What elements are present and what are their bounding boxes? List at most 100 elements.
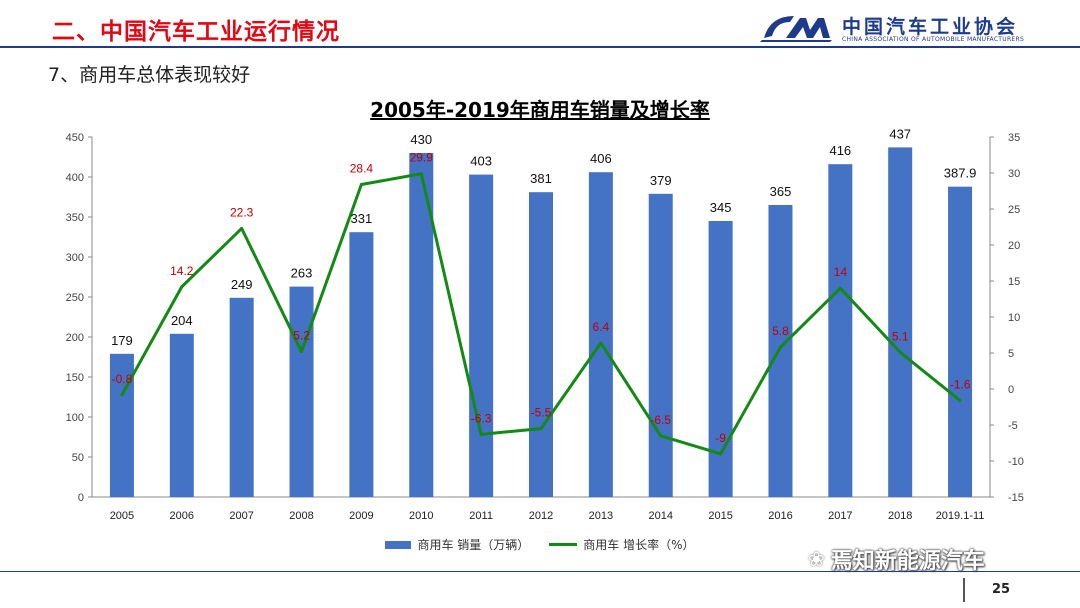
legend-item-growth: 商用车 增长率（%） (549, 536, 695, 553)
growth-rate-point (240, 226, 244, 230)
rate-data-label: -9 (715, 431, 726, 445)
rate-data-label: -6.3 (471, 411, 492, 425)
rate-data-label: 28.4 (350, 162, 374, 176)
rate-data-label: -1.6 (950, 378, 971, 392)
right-axis-tick-label: 10 (1008, 312, 1020, 324)
growth-rate-point (120, 393, 124, 397)
bar (888, 147, 913, 497)
bar-data-label: 249 (231, 277, 253, 292)
x-axis-tick-label: 2013 (589, 510, 613, 522)
bar (349, 232, 374, 497)
rate-data-label: 14 (834, 265, 848, 279)
x-axis-tick-label: 2018 (888, 510, 912, 522)
bar-data-label: 331 (351, 211, 373, 226)
footer-divider (0, 571, 1080, 572)
legend-label-sales: 商用车 销量（万辆） (417, 538, 530, 552)
x-axis-tick-label: 2019.1-11 (936, 510, 985, 522)
legend-swatch-bar (385, 540, 412, 549)
right-axis-tick-label: 5 (1008, 348, 1014, 360)
bar-data-label: 204 (171, 313, 193, 328)
x-axis-tick-label: 2007 (229, 510, 253, 522)
bar (708, 221, 733, 497)
x-axis-tick-label: 2009 (349, 510, 373, 522)
right-axis-tick-label: 20 (1008, 240, 1020, 252)
legend-swatch-line (549, 543, 578, 546)
x-axis-tick-label: 2006 (170, 510, 194, 522)
bar (768, 205, 793, 497)
left-axis-tick-label: 50 (72, 452, 84, 464)
bar-data-label: 263 (291, 266, 313, 281)
growth-rate-point (838, 286, 842, 290)
right-axis-tick-label: 25 (1008, 204, 1020, 216)
bar (169, 333, 194, 497)
rate-data-label: -0.8 (112, 372, 133, 386)
bar-data-label: 430 (410, 132, 432, 147)
right-axis-tick-label: 30 (1008, 168, 1020, 180)
x-axis-tick-label: 2005 (110, 510, 134, 522)
rate-data-label: 29.9 (410, 151, 434, 165)
section-title: 7、商用车总体表现较好 (48, 64, 251, 86)
right-axis-tick-label: -5 (1008, 420, 1018, 432)
bar-data-label: 365 (770, 184, 792, 199)
right-axis-tick-label: -10 (1008, 456, 1024, 468)
bar-data-label: 179 (111, 333, 133, 348)
bar-data-label: 437 (889, 126, 911, 141)
x-axis-tick-label: 2008 (289, 510, 313, 522)
bar (948, 186, 973, 497)
bar-data-label: 406 (590, 151, 612, 166)
growth-rate-point (898, 350, 902, 354)
rate-data-label: -6.5 (650, 413, 671, 427)
growth-rate-point (479, 432, 483, 436)
x-axis-tick-label: 2014 (648, 510, 672, 522)
watermark: ❀ 焉知新能源汽车 (808, 543, 985, 575)
bar (289, 286, 314, 497)
bar (588, 172, 613, 497)
rate-data-label: 5.1 (892, 329, 909, 343)
header-title: 二、中国汽车工业运行情况 (52, 19, 340, 45)
chart-legend: 商用车 销量（万辆） 商用车 增长率（%） (0, 536, 1080, 553)
right-axis-tick-label: 0 (1008, 384, 1014, 396)
x-axis-tick-label: 2017 (828, 510, 852, 522)
growth-rate-point (719, 452, 723, 456)
left-axis-tick-label: 100 (66, 412, 84, 424)
left-axis-tick-label: 400 (66, 172, 84, 184)
rate-data-label: 22.3 (230, 205, 254, 219)
rate-data-label: -5.5 (531, 406, 552, 420)
bar (648, 193, 673, 498)
right-axis-tick-label: 15 (1008, 276, 1020, 288)
growth-rate-point (778, 345, 782, 349)
logo-english-name: CHINA ASSOCIATION OF AUTOMOBILE MANUFACT… (842, 36, 1025, 43)
bar (529, 192, 553, 497)
x-axis-tick-label: 2011 (469, 510, 493, 522)
rate-data-label: 14.2 (170, 264, 194, 278)
rate-data-label: 5.2 (293, 329, 310, 343)
bar-data-label: 416 (829, 143, 851, 158)
header-divider (0, 46, 1080, 48)
watermark-text: 焉知新能源汽车 (830, 549, 985, 574)
left-axis-tick-label: 250 (66, 292, 84, 304)
growth-rate-point (180, 285, 184, 289)
x-axis-tick-label: 2016 (768, 510, 792, 522)
left-axis-tick-label: 0 (78, 492, 84, 504)
right-axis-tick-label: 35 (1008, 132, 1020, 144)
growth-rate-point (539, 427, 543, 431)
left-axis-tick-label: 300 (66, 252, 84, 264)
left-axis-tick-label: 350 (66, 212, 84, 224)
wechat-icon: ❀ (808, 547, 825, 571)
bar-data-label: 345 (710, 200, 732, 215)
growth-rate-point (599, 341, 603, 345)
bar-data-label: 387.9 (944, 166, 977, 181)
left-axis-tick-label: 150 (66, 372, 84, 384)
rate-data-label: 6.4 (593, 320, 610, 334)
growth-rate-point (359, 183, 363, 187)
legend-item-sales: 商用车 销量（万辆） (385, 536, 529, 553)
cam-logo-icon (760, 16, 832, 42)
growth-rate-point (300, 350, 304, 354)
x-axis-tick-label: 2012 (529, 510, 553, 522)
bar-data-label: 381 (530, 171, 552, 186)
logo-chinese-name: 中国汽车工业协会 (842, 16, 1019, 38)
x-axis-tick-label: 2015 (708, 510, 732, 522)
bar-data-label: 403 (470, 154, 492, 169)
right-axis-tick-label: -15 (1008, 492, 1024, 504)
